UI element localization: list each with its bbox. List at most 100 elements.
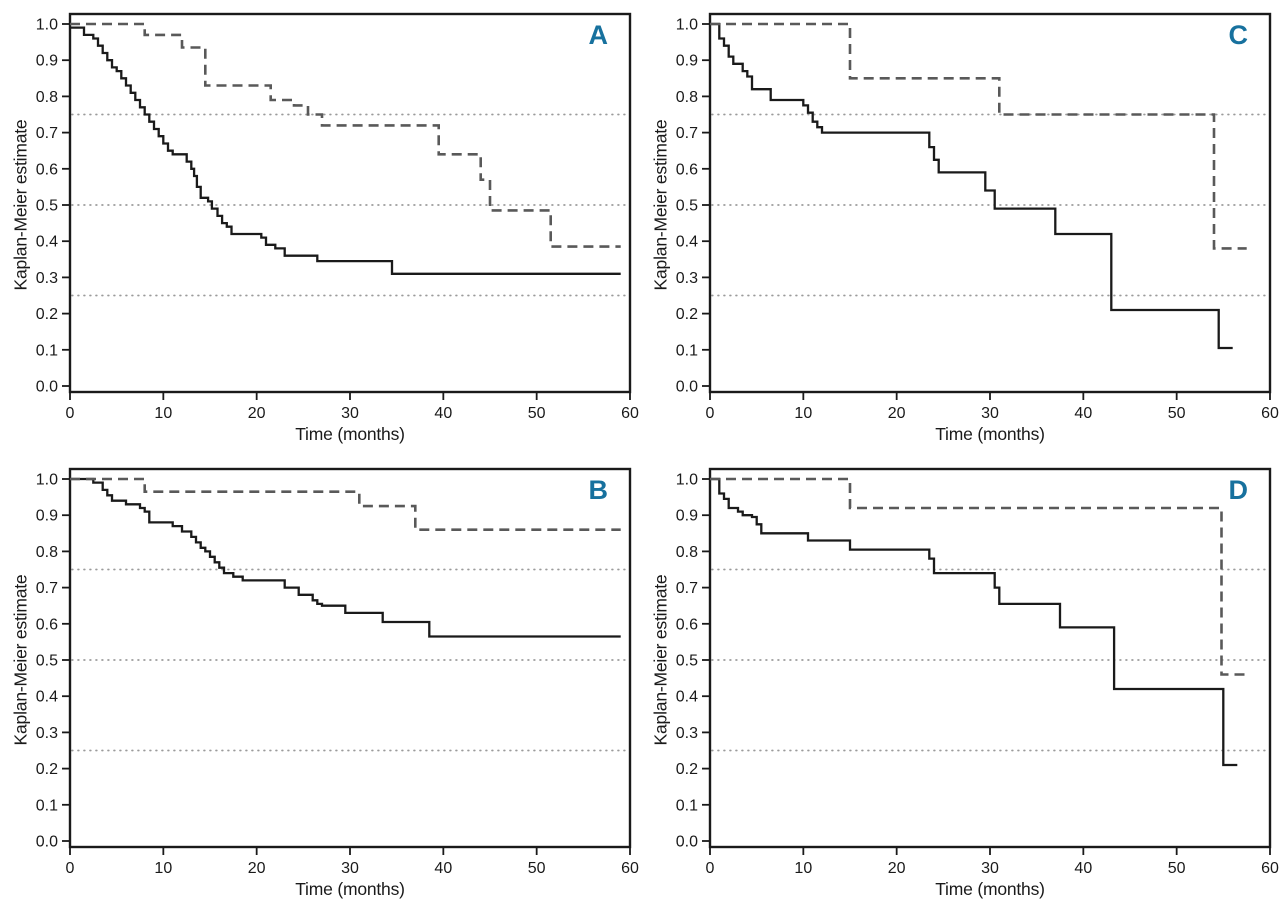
y-tick-label: 0.9 [36,53,58,70]
y-tick-label: 0.8 [36,544,58,561]
y-tick-label: 0.0 [36,834,58,851]
panel-label-a: A [588,20,609,50]
km-curve-group-solid [710,22,1233,350]
panel-label-c: C [1228,20,1249,50]
y-tick-label: 0.3 [36,270,58,287]
x-axis-title: Time (months) [295,879,405,899]
x-tick-label: 0 [706,860,715,877]
plot-box [708,467,1272,849]
y-tick-label: 0.1 [676,797,698,814]
plot-box [68,467,632,849]
x-tick-label: 0 [66,860,75,877]
x-tick-label: 60 [621,405,639,422]
y-tick-label: 0.6 [676,616,698,633]
y-tick-label: 0.1 [676,342,698,359]
km-curve-group-dashed [710,477,1247,676]
y-axis-title: Kaplan-Meier estimate [650,574,671,746]
y-tick-label: 0.7 [36,125,58,142]
km-panel-a: 0.0 0.1 0.2 0.3 0.4 0.5 0.6 0.7 0.8 0.9 1.0 0 10 20 30… [0,0,640,455]
y-tick-label: 1.0 [676,17,698,34]
y-tick-label: 0.2 [676,306,698,323]
x-tick-label: 40 [434,405,452,422]
y-tick-label: 0.2 [36,306,58,323]
y-tick-label: 0.3 [676,270,698,287]
km-curve-group-solid [70,477,621,638]
y-tick-label: 0.3 [36,725,58,742]
y-tick-label: 0.0 [676,379,698,396]
x-tick-label: 20 [248,860,266,877]
x-tick-label: 50 [528,860,546,877]
x-tick-label: 50 [528,405,546,422]
y-tick-label: 0.5 [676,653,698,670]
km-curve-group-solid [710,477,1238,767]
y-tick-label: 0.7 [676,125,698,142]
x-tick-label: 30 [981,405,999,422]
x-tick-label: 0 [706,405,715,422]
km-chart-c: 0.0 0.1 0.2 0.3 0.4 0.5 0.6 0.7 0.8 0.9 1.0 0 10 20 30… [676,12,1279,422]
y-tick-label: 0.5 [36,198,58,215]
x-tick-label: 40 [434,860,452,877]
x-tick-label: 40 [1074,405,1092,422]
y-tick-label: 0.4 [36,234,58,251]
y-tick-label: 0.0 [36,379,58,396]
y-tick-label: 0.4 [676,689,698,706]
x-axis-title: Time (months) [935,879,1045,899]
x-tick-label: 20 [248,405,266,422]
x-tick-label: 50 [1168,860,1186,877]
y-axis-title: Kaplan-Meier estimate [10,119,31,291]
x-tick-label: 30 [341,405,359,422]
km-curve-group-dashed [70,22,621,248]
x-tick-label: 50 [1168,405,1186,422]
y-tick-label: 0.1 [36,797,58,814]
y-tick-label: 0.2 [676,761,698,778]
x-tick-label: 30 [341,860,359,877]
y-tick-label: 0.2 [36,761,58,778]
y-tick-label: 0.1 [36,342,58,359]
km-curve-group-solid [70,26,621,275]
y-tick-label: 0.5 [36,653,58,670]
y-tick-label: 1.0 [36,17,58,34]
x-tick-label: 10 [154,860,172,877]
y-tick-label: 1.0 [676,472,698,489]
x-tick-label: 20 [888,405,906,422]
x-tick-label: 10 [154,405,172,422]
x-tick-label: 60 [621,860,639,877]
x-tick-label: 20 [888,860,906,877]
km-chart-b: 0.0 0.1 0.2 0.3 0.4 0.5 0.6 0.7 0.8 0.9 1.0 0 10 20 30… [36,467,639,877]
x-tick-label: 10 [794,860,812,877]
y-tick-label: 0.0 [676,834,698,851]
y-tick-label: 0.6 [36,616,58,633]
y-tick-label: 0.4 [36,689,58,706]
x-tick-label: 0 [66,405,75,422]
x-axis-title: Time (months) [295,424,405,444]
km-curve-group-dashed [70,477,621,531]
y-tick-label: 0.9 [676,53,698,70]
y-tick-label: 0.6 [676,161,698,178]
km-curve-group-dashed [710,22,1247,250]
km-panel-d: 0.0 0.1 0.2 0.3 0.4 0.5 0.6 0.7 0.8 0.9 1.0 0 10 20 30… [640,455,1280,910]
x-tick-label: 60 [1261,860,1279,877]
y-tick-label: 0.8 [676,544,698,561]
y-tick-label: 0.8 [676,89,698,106]
y-tick-label: 0.6 [36,161,58,178]
panel-label-b: B [588,475,609,505]
plot-box [68,12,632,394]
y-tick-label: 0.7 [36,580,58,597]
x-tick-label: 30 [981,860,999,877]
x-tick-label: 60 [1261,405,1279,422]
km-panel-c: 0.0 0.1 0.2 0.3 0.4 0.5 0.6 0.7 0.8 0.9 1.0 0 10 20 30… [640,0,1280,455]
y-tick-label: 0.8 [36,89,58,106]
y-axis-title: Kaplan-Meier estimate [650,119,671,291]
x-tick-label: 40 [1074,860,1092,877]
y-tick-label: 0.7 [676,580,698,597]
y-tick-label: 1.0 [36,472,58,489]
y-tick-label: 0.5 [676,198,698,215]
y-tick-label: 0.9 [36,508,58,525]
panel-label-d: D [1228,475,1249,505]
km-panel-b: 0.0 0.1 0.2 0.3 0.4 0.5 0.6 0.7 0.8 0.9 1.0 0 10 20 30… [0,455,640,910]
y-tick-label: 0.9 [676,508,698,525]
x-tick-label: 10 [794,405,812,422]
y-tick-label: 0.3 [676,725,698,742]
km-chart-d: 0.0 0.1 0.2 0.3 0.4 0.5 0.6 0.7 0.8 0.9 1.0 0 10 20 30… [676,467,1279,877]
